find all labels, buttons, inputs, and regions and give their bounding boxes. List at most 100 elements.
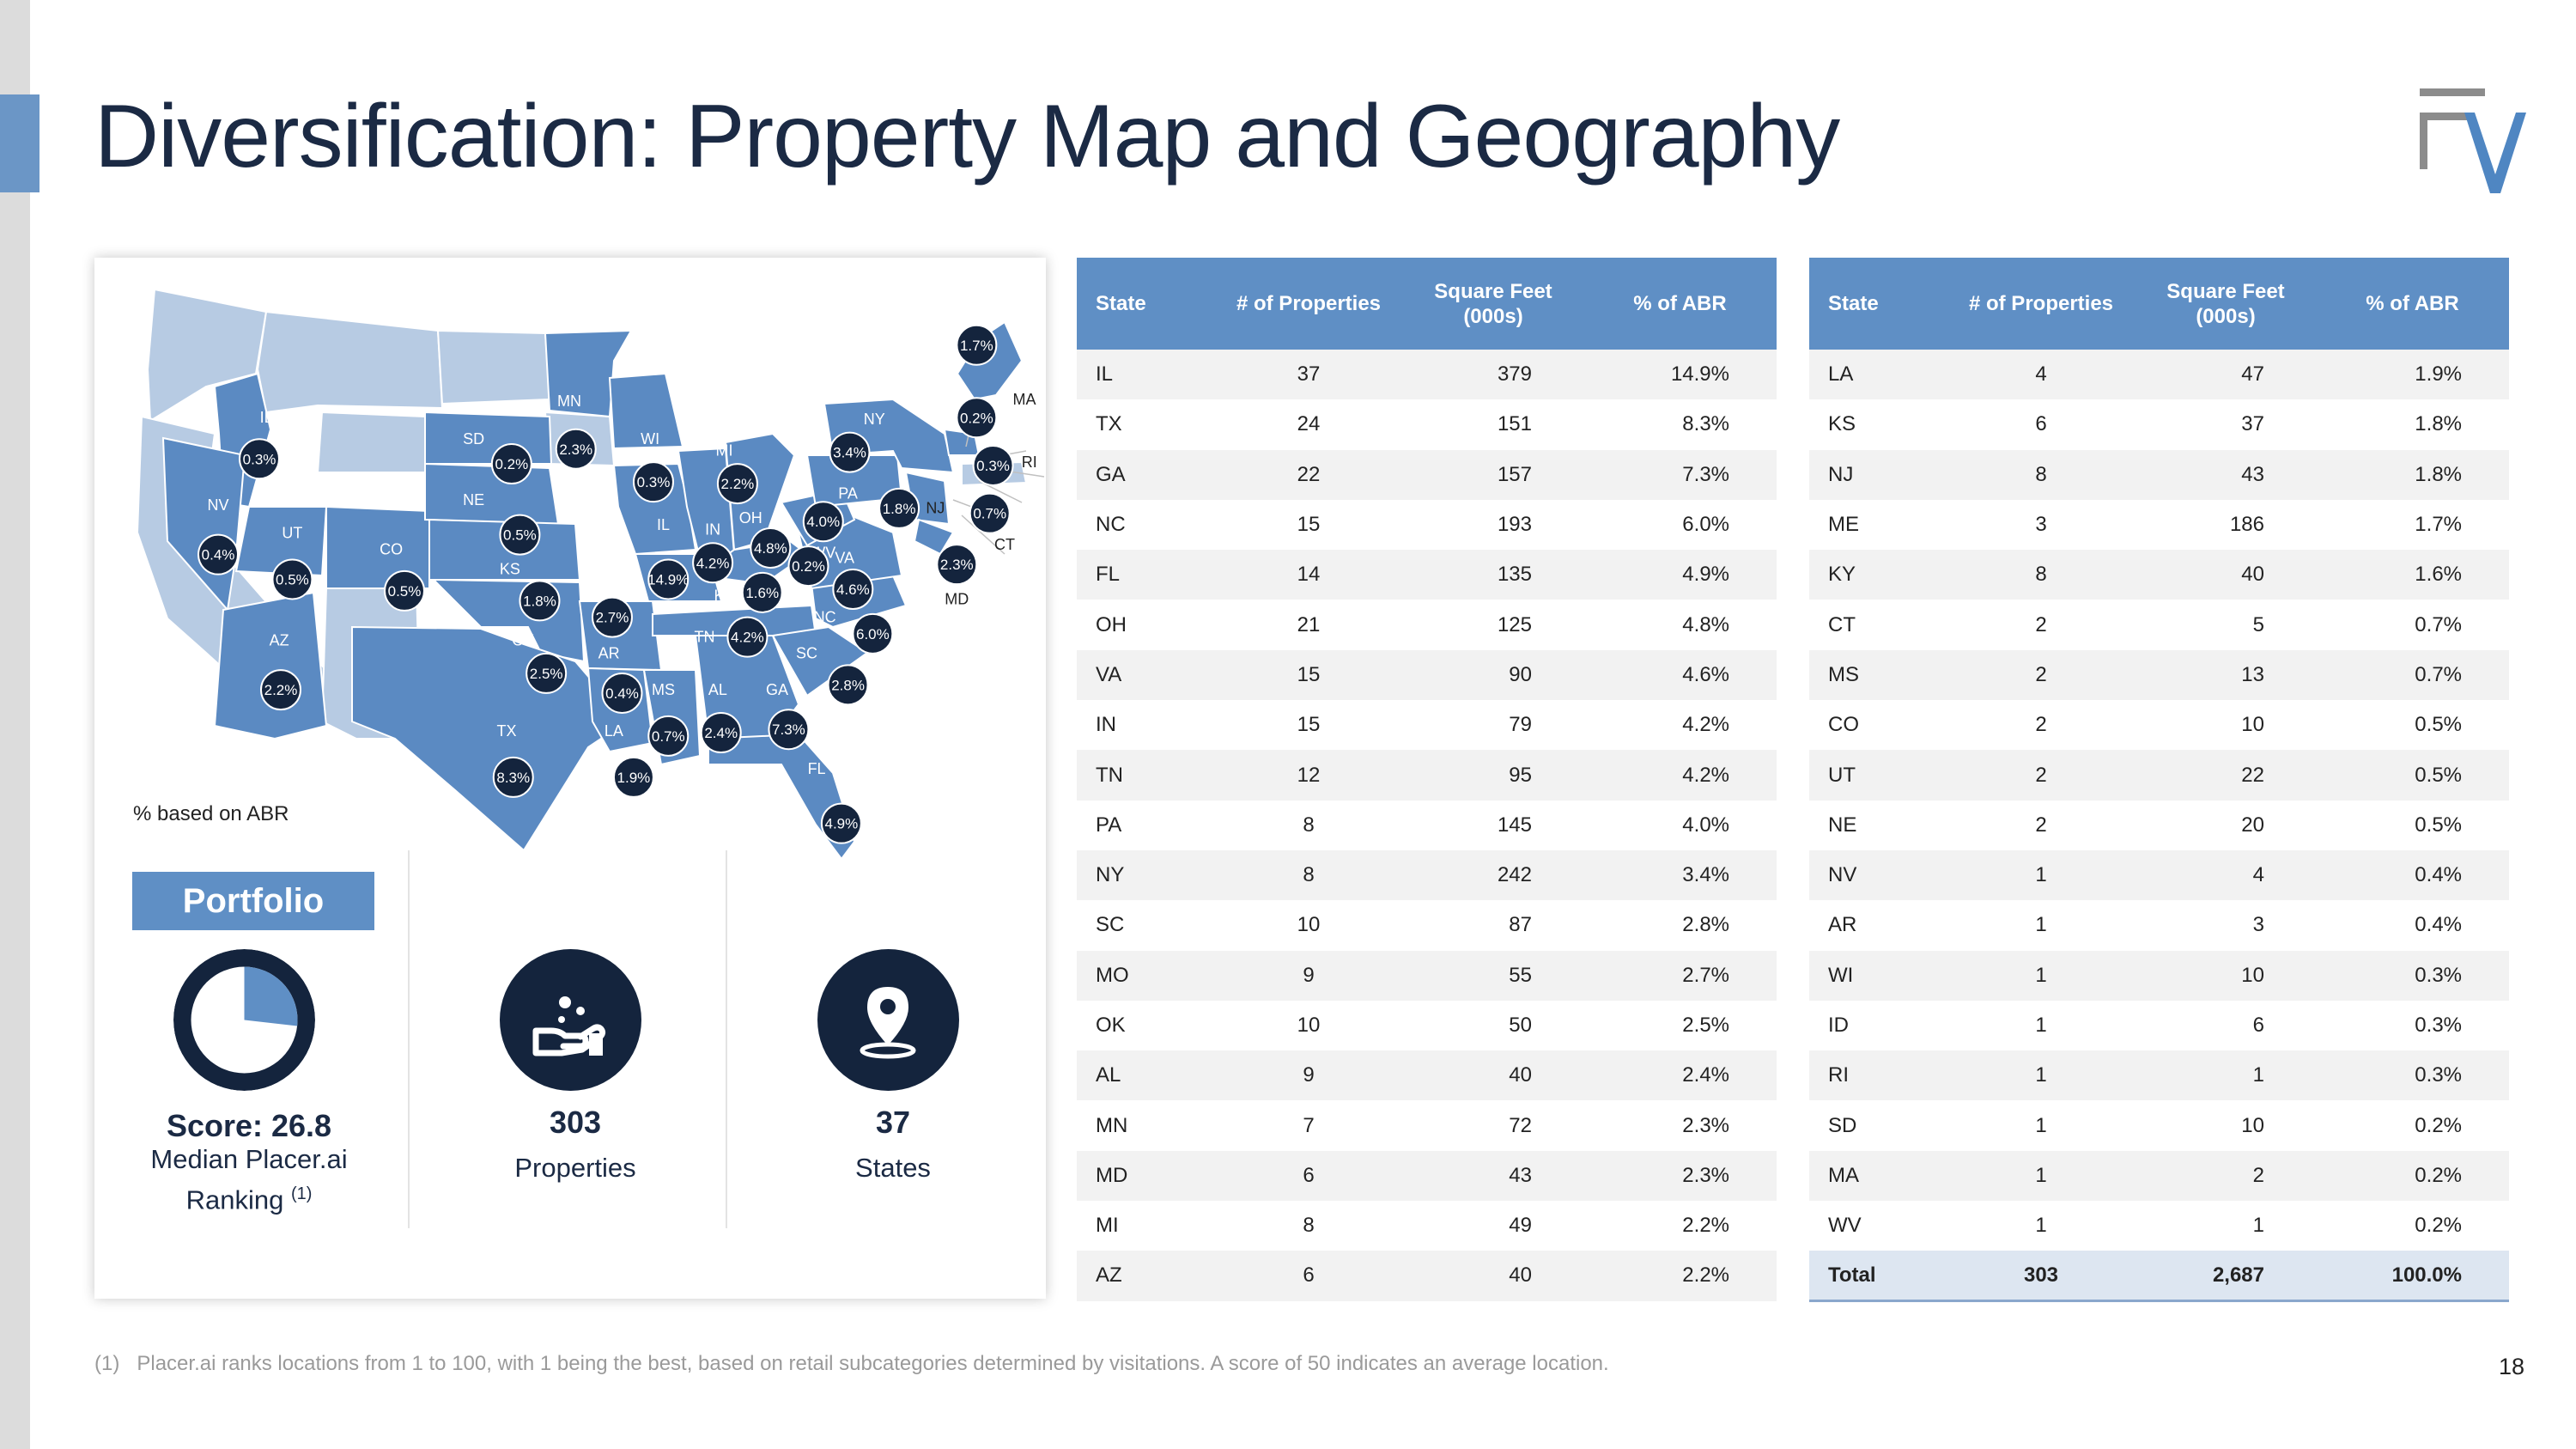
map-state-label: LA (605, 722, 623, 740)
cell-abr: 0.2% (2316, 1201, 2509, 1251)
table-row: MD 6 43 2.3% (1077, 1150, 1777, 1202)
table-row: NE 2 20 0.5% (1809, 800, 2509, 850)
cell-state: AZ (1077, 1251, 1214, 1301)
map-pct-label: 3.4% (833, 445, 866, 461)
cell-square-feet: 22 (2136, 750, 2316, 801)
table-row: IL 37 379 14.9% (1077, 350, 1777, 400)
map-pct-label: 2.2% (264, 682, 298, 698)
table-row: KY 8 40 1.6% (1809, 550, 2509, 600)
cell-state: WV (1809, 1201, 1947, 1251)
cell-square-feet: 379 (1403, 350, 1583, 400)
cell-properties: 21 (1214, 600, 1403, 650)
cell-state: IN (1077, 700, 1214, 751)
map-state-label: SD (463, 430, 484, 447)
map-pct-marker (878, 487, 920, 529)
cell-properties: 1 (1947, 900, 2136, 951)
cell-properties: 1 (1947, 1150, 2136, 1202)
map-state-label: CT (994, 536, 1015, 553)
map-pct-label: 8.3% (496, 770, 530, 786)
map-state-label: ME (933, 346, 957, 363)
col-square-feet: Square Feet (000s) (1403, 258, 1583, 350)
cell-abr: 1.8% (2316, 449, 2509, 500)
cell-square-feet: 13 (2136, 649, 2316, 701)
cell-properties: 9 (1214, 1050, 1403, 1101)
map-pct-marker (271, 558, 313, 600)
map-pct-label: 0.3% (243, 451, 276, 467)
cell-abr: 0.4% (2316, 849, 2509, 901)
cell-abr: 2.7% (1583, 950, 1777, 1001)
table-row: LA 4 47 1.9% (1809, 350, 2509, 400)
cell-square-feet: 49 (1403, 1201, 1583, 1251)
table-total-row: Total 303 2,687 100.0% (1809, 1251, 2509, 1303)
properties-label: Properties (514, 1153, 636, 1183)
cell-properties: 1 (1947, 849, 2136, 901)
map-state-label: GA (766, 681, 788, 698)
map-state-label: NJ (926, 500, 945, 517)
states-label: States (855, 1153, 931, 1183)
table-row: TX 24 151 8.3% (1077, 399, 1777, 450)
map-pct-label: 0.5% (503, 527, 537, 544)
col-square-feet-line1: Square Feet (2166, 279, 2285, 303)
map-pct-label: 0.4% (202, 547, 235, 563)
cell-state: TX (1077, 399, 1214, 450)
cell-square-feet: 40 (2136, 550, 2316, 600)
cell-abr: 4.6% (1583, 649, 1777, 701)
cell-properties: 15 (1214, 499, 1403, 551)
cell-square-feet: 20 (2136, 800, 2316, 850)
table-header-row: State # of Properties Square Feet (000s) … (1809, 258, 2509, 350)
cell-abr: 2.3% (1583, 1100, 1777, 1151)
cell-abr: 2.4% (1583, 1050, 1777, 1101)
map-pct-label: 0.4% (605, 685, 639, 702)
cell-properties: 8 (1947, 550, 2136, 600)
map-pct-label: 4.2% (696, 555, 730, 571)
cell-state: NJ (1809, 449, 1947, 500)
col-square-feet-line1: Square Feet (1434, 279, 1552, 303)
cell-abr: 0.5% (2316, 700, 2509, 751)
cell-square-feet: 47 (2136, 350, 2316, 400)
map-pct-marker (647, 558, 690, 600)
cell-abr: 0.7% (2316, 600, 2509, 650)
map-state-label: TX (497, 722, 517, 740)
map-pct-marker (827, 664, 869, 706)
cell-state: KS (1809, 399, 1947, 450)
location-pin-icon (817, 949, 959, 1091)
cell-abr: 1.6% (2316, 550, 2509, 600)
total-square-feet: 2,687 (2136, 1251, 2316, 1303)
cell-state: UT (1809, 750, 1947, 801)
col-properties: # of Properties (1214, 258, 1403, 350)
map-pct-label: 0.7% (652, 728, 685, 745)
pie-chart-icon (173, 949, 315, 1091)
cell-properties: 14 (1214, 550, 1403, 600)
table-row: NY 8 242 3.4% (1077, 849, 1777, 901)
table-row: GA 22 157 7.3% (1077, 449, 1777, 500)
cell-properties: 3 (1947, 499, 2136, 551)
score-value: Score: 26.8 (166, 1108, 332, 1143)
cell-abr: 2.2% (1583, 1201, 1777, 1251)
cell-properties: 15 (1214, 649, 1403, 701)
cell-properties: 8 (1214, 800, 1403, 850)
table-row: MI 8 49 2.2% (1077, 1201, 1777, 1251)
footnote-marker: (1) (290, 1184, 313, 1203)
cell-square-feet: 10 (2136, 950, 2316, 1001)
map-pct-marker (555, 428, 597, 470)
cell-properties: 10 (1214, 900, 1403, 951)
map-pct-marker (384, 569, 426, 612)
map-state-label: NC (814, 608, 836, 625)
cell-abr: 1.7% (2316, 499, 2509, 551)
cell-properties: 1 (1947, 1201, 2136, 1251)
cell-properties: 2 (1947, 800, 2136, 850)
cell-square-feet: 151 (1403, 399, 1583, 450)
table-row: AR 1 3 0.4% (1809, 900, 2509, 951)
cell-square-feet: 50 (1403, 1000, 1583, 1051)
cell-square-feet: 242 (1403, 849, 1583, 901)
col-square-feet: Square Feet (000s) (2136, 258, 2316, 350)
table-row: UT 2 22 0.5% (1809, 750, 2509, 801)
map-pct-label: 1.7% (960, 338, 993, 354)
cell-square-feet: 3 (2136, 900, 2316, 951)
cell-state: ID (1809, 1000, 1947, 1051)
cell-properties: 24 (1214, 399, 1403, 450)
map-pct-label: 2.8% (831, 677, 865, 693)
map-pct-label: 1.6% (745, 585, 779, 601)
cell-square-feet: 5 (2136, 600, 2316, 650)
stat-divider (408, 850, 410, 1228)
